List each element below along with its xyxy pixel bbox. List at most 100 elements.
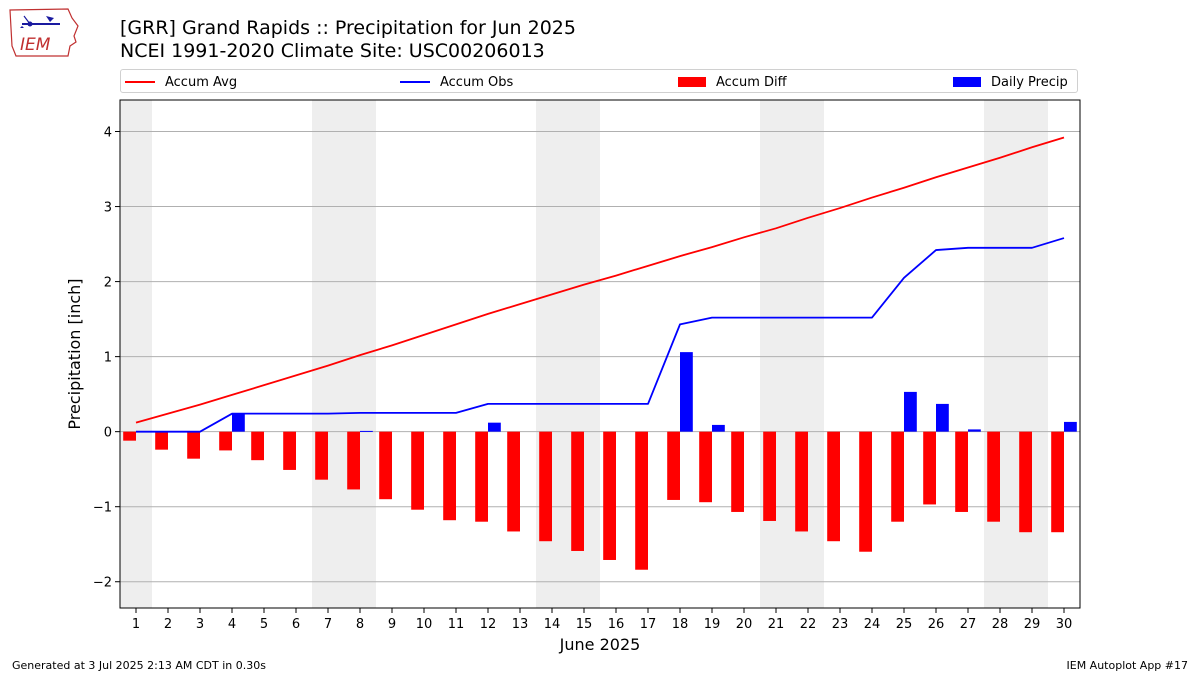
- accum-diff-bar: [443, 431, 456, 521]
- accum-diff-bar: [923, 431, 936, 505]
- y-tick-label: 4: [104, 126, 112, 141]
- accum-diff-bar: [1051, 431, 1064, 533]
- accum-diff-bar: [827, 431, 840, 542]
- x-tick-label: 23: [832, 617, 849, 632]
- x-tick-label: 24: [864, 617, 881, 632]
- x-tick-label: 4: [228, 617, 236, 632]
- accum-diff-bar: [1019, 431, 1032, 533]
- accum-diff-bar: [891, 431, 904, 522]
- daily-precip-bar: [360, 430, 373, 432]
- x-tick-label: 15: [576, 617, 593, 632]
- weekend-shade: [984, 100, 1048, 608]
- accum-diff-bar: [539, 431, 552, 542]
- x-tick-label: 17: [640, 617, 657, 632]
- daily-precip-bar: [680, 352, 693, 432]
- accum-diff-bar: [411, 431, 424, 510]
- y-tick-label: −2: [93, 576, 112, 591]
- legend-swatch-accum-obs: [400, 81, 430, 83]
- y-tick-label: −1: [93, 501, 112, 516]
- legend-label-accum-obs: Accum Obs: [440, 74, 514, 90]
- x-tick-label: 11: [448, 617, 465, 632]
- y-tick-label: 2: [104, 276, 112, 291]
- x-tick-label: 13: [512, 617, 529, 632]
- x-axis-label: June 2025: [559, 635, 641, 654]
- x-tick-label: 25: [896, 617, 913, 632]
- x-tick-label: 10: [416, 617, 433, 632]
- iem-iowa-logo: IEM: [9, 8, 79, 57]
- x-tick-label: 29: [1024, 617, 1041, 632]
- x-tick-label: 8: [356, 617, 364, 632]
- accum-diff-bar: [475, 431, 488, 522]
- plot-frame: [119, 99, 1081, 609]
- accum-diff-bar: [763, 431, 776, 521]
- daily-precip-bar: [488, 422, 501, 432]
- accum-diff-bar: [635, 431, 648, 570]
- chart-legend: Accum Avg Accum Obs Accum Diff Daily Pre…: [120, 69, 1078, 93]
- legend-item-daily-precip: Daily Precip: [953, 70, 1068, 94]
- legend-label-accum-avg: Accum Avg: [165, 74, 238, 90]
- x-tick-label: 26: [928, 617, 945, 632]
- x-tick-label: 7: [324, 617, 332, 632]
- accum-diff-bar: [219, 431, 232, 451]
- footer-app: IEM Autoplot App #17: [1066, 659, 1189, 672]
- logo-text: IEM: [20, 35, 51, 55]
- iem-logo: IEM: [8, 6, 80, 60]
- accum-diff-bar: [507, 431, 520, 532]
- accum-diff-bar: [379, 431, 392, 500]
- x-tick-label: 18: [672, 617, 689, 632]
- legend-swatch-daily-precip: [953, 77, 981, 87]
- x-tick-label: 2: [164, 617, 172, 632]
- x-tick-label: 19: [704, 617, 721, 632]
- legend-swatch-accum-avg: [125, 81, 155, 83]
- legend-item-accum-obs: Accum Obs: [400, 70, 513, 94]
- y-tick-label: 1: [104, 351, 112, 366]
- accum-diff-bar: [955, 431, 968, 512]
- accum-avg-line: [135, 136, 1065, 424]
- accum-diff-bar: [699, 431, 712, 503]
- x-tick-label: 16: [608, 617, 625, 632]
- y-axis-label: Precipitation [inch]: [65, 278, 84, 429]
- daily-precip-bar: [1064, 421, 1077, 432]
- accum-diff-bar: [795, 431, 808, 532]
- legend-item-accum-diff: Accum Diff: [678, 70, 787, 94]
- x-tick-label: 22: [800, 617, 817, 632]
- accum-obs-line: [136, 237, 1065, 433]
- legend-label-accum-diff: Accum Diff: [716, 74, 787, 90]
- accum-diff-bar: [283, 431, 296, 470]
- accum-diff-bar: [667, 431, 680, 500]
- x-tick-label: 9: [388, 617, 396, 632]
- x-tick-label: 6: [292, 617, 300, 632]
- legend-swatch-accum-diff: [678, 77, 706, 87]
- legend-item-accum-avg: Accum Avg: [125, 70, 237, 94]
- accum-diff-bar: [859, 431, 872, 552]
- accum-diff-bar: [731, 431, 744, 512]
- x-tick-label: 20: [736, 617, 753, 632]
- x-tick-label: 14: [544, 617, 561, 632]
- x-tick-label: 1: [132, 617, 140, 632]
- footer-generated: Generated at 3 Jul 2025 2:13 AM CDT in 0…: [12, 659, 266, 672]
- accum-diff-bar: [123, 431, 136, 441]
- accum-diff-bar: [603, 431, 616, 560]
- accum-diff-bar: [571, 431, 584, 551]
- x-tick-label: 3: [196, 617, 204, 632]
- y-tick-label: 3: [104, 201, 112, 216]
- daily-precip-bar: [232, 413, 245, 432]
- x-tick-label: 28: [992, 617, 1009, 632]
- daily-precip-bar: [936, 403, 949, 432]
- accum-diff-bar: [251, 431, 264, 461]
- accum-diff-bar: [347, 431, 360, 490]
- x-tick-label: 12: [480, 617, 497, 632]
- daily-precip-bar: [712, 424, 725, 432]
- legend-label-daily-precip: Daily Precip: [991, 74, 1068, 90]
- y-tick-label: 0: [104, 426, 112, 441]
- accum-diff-bar: [315, 431, 328, 480]
- daily-precip-bar: [904, 391, 917, 432]
- accum-diff-bar: [155, 431, 168, 450]
- weekend-shade: [120, 100, 152, 608]
- x-tick-label: 21: [768, 617, 785, 632]
- x-tick-label: 27: [960, 617, 977, 632]
- chart-subtitle: NCEI 1991-2020 Climate Site: USC00206013: [120, 40, 545, 62]
- chart-title: [GRR] Grand Rapids :: Precipitation for …: [120, 17, 576, 39]
- x-tick-label: 30: [1056, 617, 1073, 632]
